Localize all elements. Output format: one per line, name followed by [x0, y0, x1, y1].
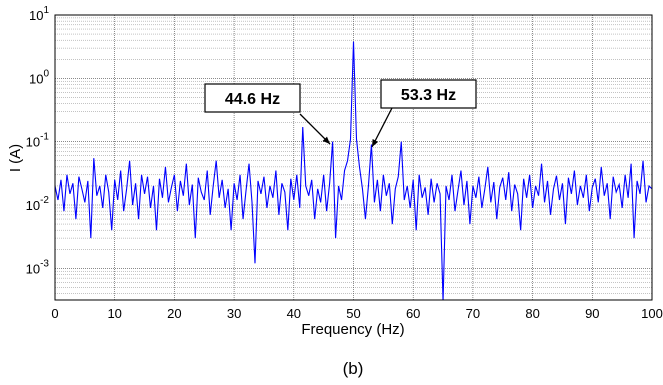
plot-frame [54, 14, 653, 301]
y-tick-label: 101 [29, 5, 49, 23]
y-axis-label: I (A) [7, 144, 24, 172]
x-tick-label: 30 [227, 306, 241, 321]
y-tick-label: 10-3 [26, 258, 50, 276]
y-tick-label: 10-2 [26, 195, 50, 213]
annotation-box [380, 79, 477, 109]
arrow-head [322, 136, 330, 144]
x-tick-label: 0 [51, 306, 58, 321]
x-tick-label: 80 [525, 306, 539, 321]
x-tick-label: 50 [346, 306, 360, 321]
x-tick-label: 70 [466, 306, 480, 321]
x-tick-label: 40 [287, 306, 301, 321]
annotation-text: 53.3 Hz [401, 87, 456, 104]
x-tick-label: 100 [641, 306, 663, 321]
y-tick-label: 10-1 [26, 132, 50, 150]
x-axis-label: Frequency (Hz) [301, 321, 404, 338]
y-tick-label: 100 [29, 68, 49, 86]
data-line [55, 41, 652, 300]
arrow-head [372, 139, 379, 147]
annotation-text: 44.6 Hz [225, 91, 280, 108]
x-tick-label: 20 [167, 306, 181, 321]
x-tick-label: 60 [406, 306, 420, 321]
caption: (b) [343, 359, 364, 378]
x-tick-label: 90 [585, 306, 599, 321]
x-tick-label: 10 [107, 306, 121, 321]
annotation-box [204, 83, 301, 113]
